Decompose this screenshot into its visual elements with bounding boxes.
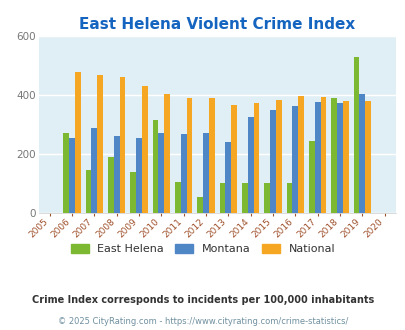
Text: Crime Index corresponds to incidents per 100,000 inhabitants: Crime Index corresponds to incidents per… [32,295,373,305]
Bar [113,136,119,213]
Bar [353,57,358,213]
Bar [225,142,231,213]
Bar [197,197,202,213]
Bar [209,98,214,213]
Bar [164,94,170,213]
Bar [358,94,364,213]
Bar [308,141,314,213]
Bar [269,110,275,213]
Bar [202,133,209,213]
Bar [275,100,281,213]
Bar [264,183,269,213]
Bar [292,106,298,213]
Bar [175,182,180,213]
Bar [91,127,97,213]
Bar [342,101,348,213]
Text: © 2025 CityRating.com - https://www.cityrating.com/crime-statistics/: © 2025 CityRating.com - https://www.city… [58,317,347,326]
Bar [364,101,370,213]
Bar [69,138,75,213]
Bar [330,98,336,213]
Bar [231,106,237,213]
Bar [336,103,342,213]
Legend: East Helena, Montana, National: East Helena, Montana, National [66,239,339,258]
Bar [142,86,147,213]
Bar [75,73,81,213]
Bar [253,103,259,213]
Bar [247,117,253,213]
Bar [136,138,142,213]
Title: East Helena Violent Crime Index: East Helena Violent Crime Index [79,17,354,32]
Bar [63,133,69,213]
Bar [298,96,303,213]
Bar [108,157,113,213]
Bar [286,183,292,213]
Bar [158,133,164,213]
Bar [130,172,136,213]
Bar [152,120,158,213]
Bar [119,78,125,213]
Bar [314,102,320,213]
Bar [97,75,103,213]
Bar [186,98,192,213]
Bar [180,134,186,213]
Bar [85,170,91,213]
Bar [241,183,247,213]
Bar [320,97,326,213]
Bar [219,183,225,213]
